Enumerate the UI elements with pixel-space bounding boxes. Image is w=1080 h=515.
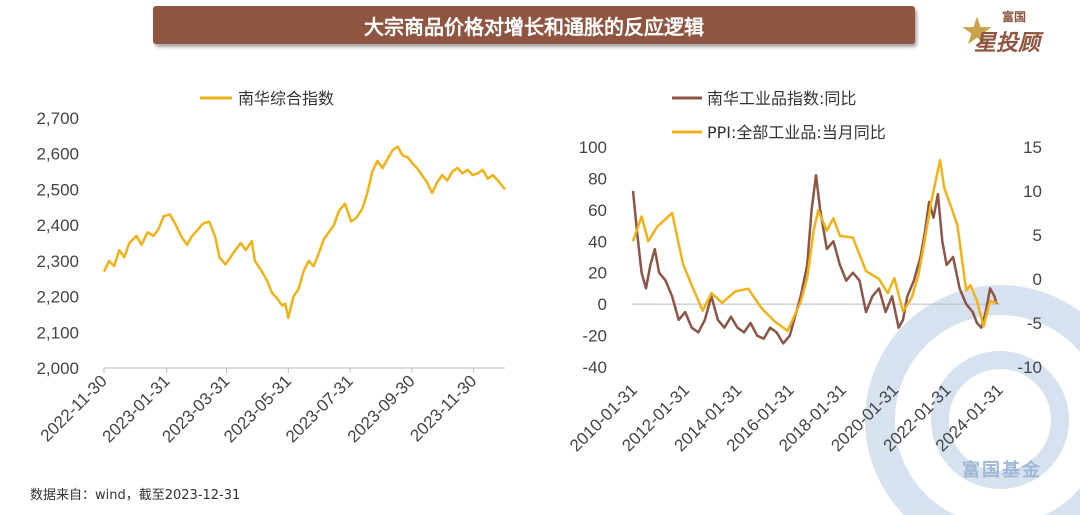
y-right-tick-label: 15 xyxy=(1023,138,1042,157)
logo-main-text: 星投顾 xyxy=(974,31,1041,56)
y-tick-label: 2,000 xyxy=(36,359,79,378)
y-right-tick-label: 10 xyxy=(1023,182,1042,201)
legend-label: 南华工业品指数:同比 xyxy=(707,89,856,108)
y-tick-label: 2,100 xyxy=(36,323,79,342)
series-line-ppi xyxy=(631,158,997,333)
watermark-text: 富国基金 xyxy=(962,460,1042,481)
y-tick-label: 2,500 xyxy=(36,180,79,199)
y-left-tick-label: 80 xyxy=(588,169,607,188)
title-banner: 大宗商品价格对增长和通胀的反应逻辑 xyxy=(153,6,915,44)
y-tick-label: 2,700 xyxy=(36,109,79,128)
y-left-tick-label: 0 xyxy=(598,295,607,314)
y-left-tick-label: 60 xyxy=(588,201,607,220)
y-right-tick-label: -10 xyxy=(1017,358,1042,377)
series-line-industrial-yoy xyxy=(631,174,998,345)
y-tick-label: 2,400 xyxy=(36,216,79,235)
legend-label: 南华综合指数 xyxy=(238,89,334,108)
y-tick-label: 2,200 xyxy=(36,288,79,307)
logo-top-text: 富国 xyxy=(1002,10,1027,24)
y-left-tick-label: 100 xyxy=(579,138,607,157)
y-left-tick-label: 20 xyxy=(588,264,607,283)
watermark-ring xyxy=(865,285,1080,515)
y-right-tick-label: -5 xyxy=(1027,314,1042,333)
legend-label: PPI:全部工业品:当月同比 xyxy=(707,123,886,142)
y-tick-label: 2,300 xyxy=(36,252,79,271)
brand-logo: ★ 富国 星投顾 xyxy=(960,8,1070,56)
data-source-note: 数据来自：wind，截至2023-12-31 xyxy=(30,488,241,503)
watermark-inner-ring xyxy=(931,351,1069,489)
star-icon: ★ xyxy=(960,9,995,53)
y-right-tick-label: 0 xyxy=(1033,270,1042,289)
series-line-nanhua-composite xyxy=(102,145,506,320)
y-left-tick-label: -20 xyxy=(582,327,607,346)
y-left-tick-label: -40 xyxy=(582,358,607,377)
y-right-tick-label: 5 xyxy=(1033,226,1042,245)
page-title: 大宗商品价格对增长和通胀的反应逻辑 xyxy=(364,14,704,39)
y-tick-label: 2,600 xyxy=(36,145,79,164)
y-left-tick-label: 40 xyxy=(588,232,607,251)
